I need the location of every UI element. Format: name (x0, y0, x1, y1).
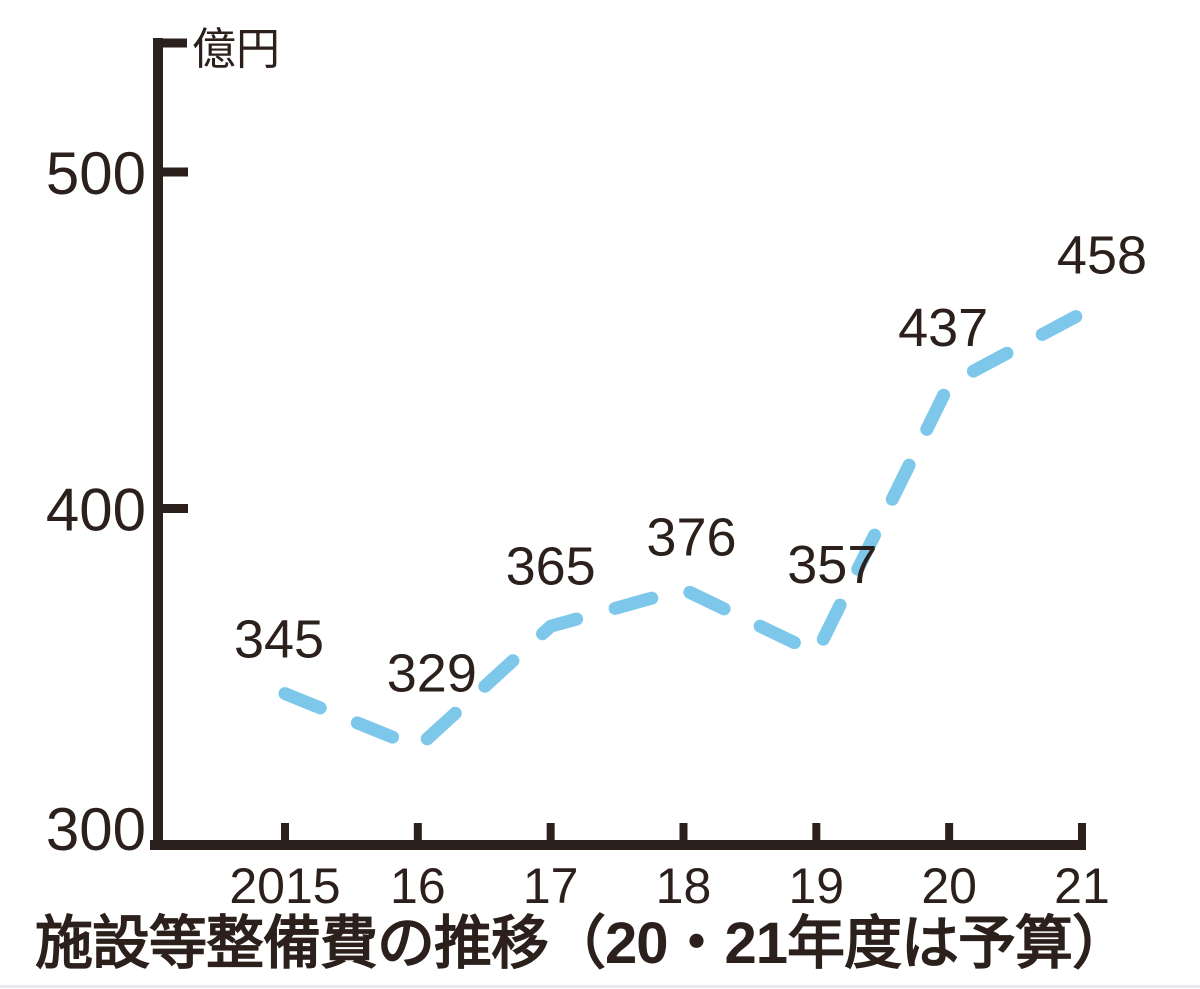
data-label: 329 (387, 643, 477, 703)
data-label: 437 (898, 298, 988, 358)
page-divider (0, 985, 1200, 988)
data-label: 345 (234, 610, 324, 670)
y-tick-label: 400 (46, 477, 146, 544)
x-tick-label: 21 (1054, 858, 1110, 914)
data-label: 458 (1057, 225, 1147, 285)
x-tick-label: 18 (656, 858, 712, 914)
x-tick-label: 19 (789, 858, 845, 914)
data-label: 365 (506, 536, 596, 596)
x-tick-label: 17 (523, 858, 579, 914)
data-label: 376 (646, 507, 736, 567)
y-tick-label: 500 (46, 140, 146, 207)
x-tick-label: 20 (921, 858, 977, 914)
y-tick-label: 300 (46, 796, 146, 863)
chart-caption: 施設等整備費の推移（20・21年度は予算） (34, 911, 1130, 976)
y-axis-unit-label: 億円 (192, 25, 280, 74)
x-tick-label: 2015 (229, 858, 340, 914)
x-tick-label: 16 (390, 858, 446, 914)
data-label: 357 (787, 535, 877, 595)
